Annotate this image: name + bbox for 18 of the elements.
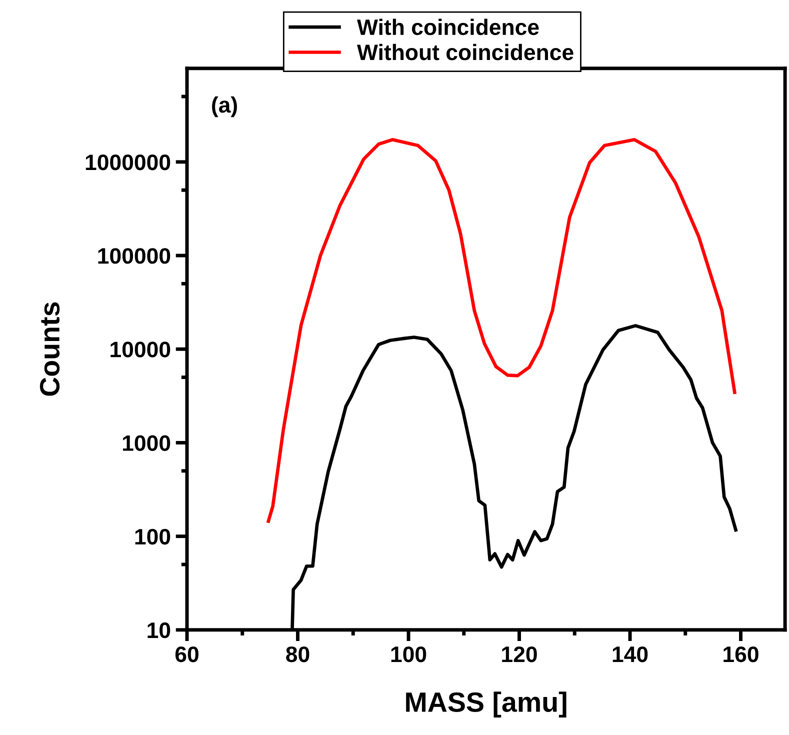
y-tick-label: 1000000 [86,154,170,170]
legend-label: Without coincidence [357,44,574,60]
y-tick-label: 10 [148,622,170,638]
y-tick-label: 100 [135,528,170,545]
y-axis-title: Counts [40,302,60,396]
x-tick-label: 120 [502,646,537,662]
y-tick-label: 10000 [110,342,170,358]
x-tick-label: 60 [175,646,198,662]
y-tick-label: 1000 [122,435,170,451]
y-tick-label: 100000 [98,248,170,264]
x-tick-label: 80 [286,646,310,662]
legend-label: With coincidence [357,18,539,36]
x-axis-title: MASS [amu] [406,692,566,718]
x-tick-label: 100 [391,646,426,662]
x-tick-label: 160 [724,646,758,662]
line-series [266,138,736,523]
x-tick-label: 140 [612,646,648,662]
annotation: (a) [212,96,237,118]
